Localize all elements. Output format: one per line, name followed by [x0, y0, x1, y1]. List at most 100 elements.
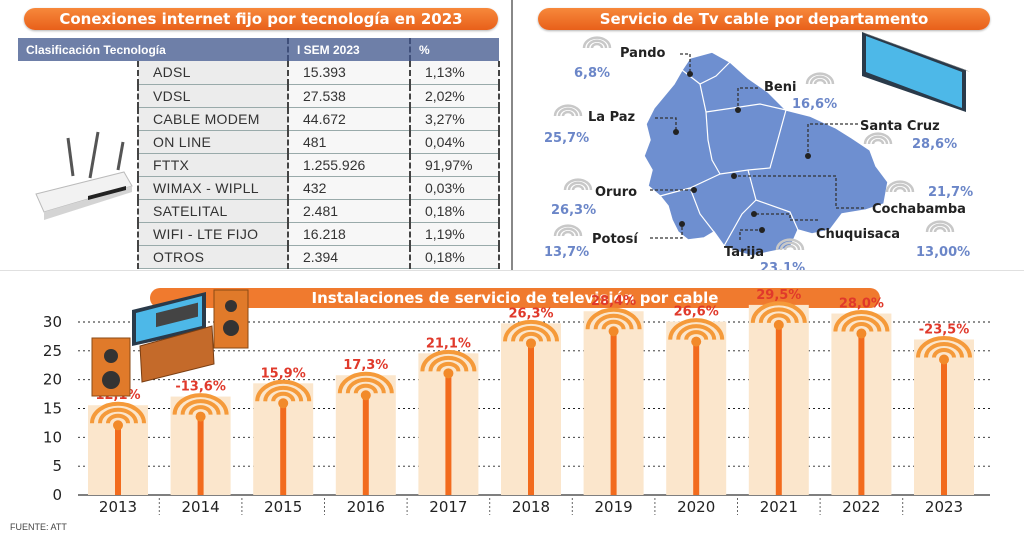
bar — [693, 341, 700, 495]
dept-name-beni: Beni — [764, 80, 796, 95]
wifi-icon — [420, 349, 477, 379]
x-tick-label: 2019 — [595, 498, 633, 516]
tech-name: ON LINE — [137, 130, 288, 154]
y-tick-label: 0 — [52, 486, 62, 504]
bar — [197, 416, 204, 495]
x-tick-label: 2020 — [677, 498, 715, 516]
bar-value-label: 28,0% — [839, 297, 884, 312]
dept-name-chuquisaca: Chuquisaca — [816, 227, 900, 242]
y-tick-label: 5 — [52, 457, 62, 475]
dept-pct-la-paz: 25,7% — [544, 131, 589, 146]
y-tick-label: 15 — [43, 400, 62, 418]
wifi-icon — [916, 335, 972, 365]
bar — [610, 331, 617, 495]
table-row: ADSL 15.393 1,13% — [18, 61, 500, 85]
tech-pct: 1,19% — [409, 222, 500, 246]
dept-name-santa-cruz: Santa Cruz — [860, 119, 940, 134]
table-row: WIMAX - WIPLL 432 0,03% — [18, 176, 500, 200]
wifi-icon — [553, 104, 583, 117]
table-row: OTROS 2.394 0,18% — [18, 245, 500, 269]
x-tick-label: 2021 — [760, 498, 798, 516]
bar — [445, 373, 452, 495]
bar-value-label: 26,3% — [508, 306, 553, 321]
bar-value-label: -23,5% — [919, 322, 970, 337]
dept-pct-oruro: 26,3% — [551, 203, 596, 218]
wifi-icon — [885, 180, 915, 193]
tech-pct: 0,03% — [409, 176, 500, 200]
table-row: WIFI - LTE FIJO 16.218 1,19% — [18, 222, 500, 246]
x-tick-label: 2015 — [264, 498, 302, 516]
tech-name: OTROS — [137, 245, 288, 269]
tech-pct: 3,27% — [409, 107, 500, 131]
tech-name: CABLE MODEM — [137, 107, 288, 131]
section-divider — [511, 0, 513, 270]
router-icon — [35, 131, 133, 220]
tech-name: ADSL — [137, 61, 288, 85]
tech-value: 1.255.926 — [287, 153, 410, 177]
x-tick-label: 2017 — [429, 498, 467, 516]
table-row: VDSL 27.538 2,02% — [18, 84, 500, 108]
chart-title-banner — [150, 288, 880, 308]
technology-table: Clasificación Tecnología I SEM 2023 % AD… — [18, 38, 500, 269]
tech-pct: 91,97% — [409, 153, 500, 177]
bar — [280, 403, 287, 495]
tech-pct: 2,02% — [409, 84, 500, 108]
x-tick-label: 2016 — [347, 498, 385, 516]
dept-pct-beni: 16,6% — [792, 97, 837, 112]
dept-name-tarija: Tarija — [724, 245, 764, 260]
table-row: CABLE MODEM 44.672 3,27% — [18, 107, 500, 131]
dept-name-pando: Pando — [620, 46, 666, 61]
map-title: Servicio de Tv cable por departamento — [538, 8, 990, 30]
wifi-icon — [750, 301, 807, 330]
tech-value: 44.672 — [287, 107, 410, 131]
dept-pct-pando: 6,8% — [574, 66, 610, 81]
wifi-icon — [805, 72, 835, 85]
y-tick-label: 30 — [43, 313, 62, 331]
table-header-row: Clasificación Tecnología I SEM 2023 % — [18, 38, 499, 61]
header-isem: I SEM 2023 — [287, 38, 410, 61]
tech-value: 16.218 — [287, 222, 410, 246]
tech-name: FTTX — [137, 153, 288, 177]
y-tick-label: 25 — [43, 342, 62, 360]
tech-value: 432 — [287, 176, 410, 200]
table-row: FTTX 1.255.926 91,97% — [18, 153, 500, 177]
header-pct: % — [409, 38, 499, 61]
dept-name-oruro: Oruro — [595, 185, 637, 200]
tv-set-icon — [91, 289, 249, 397]
y-tick-label: 20 — [43, 371, 62, 389]
dept-pct-tarija: 23,1% — [760, 261, 805, 270]
tv-icon — [862, 32, 970, 112]
tech-value: 15.393 — [287, 61, 410, 85]
source-footer: FUENTE: ATT — [10, 522, 67, 532]
tech-value: 27.538 — [287, 84, 410, 108]
bar-value-label: 21,1% — [426, 336, 471, 351]
horizontal-divider — [0, 270, 1024, 271]
dept-pct-chuquisaca: 13,00% — [916, 245, 970, 260]
bar-value-label: 17,3% — [343, 358, 388, 373]
bar-value-label: 29,5% — [756, 288, 801, 303]
bar — [528, 343, 534, 495]
table-row: SATELITAL 2.481 0,18% — [18, 199, 500, 223]
bar-value-label: 26,6% — [674, 305, 719, 320]
bar — [115, 425, 121, 495]
wifi-icon — [255, 379, 312, 409]
wifi-icon — [863, 132, 893, 145]
wifi-icon — [553, 224, 583, 237]
wifi-icon — [172, 393, 229, 422]
y-tick-label: 10 — [43, 428, 62, 446]
tech-name: WIFI - LTE FIJO — [137, 222, 288, 246]
x-tick-label: 2013 — [99, 498, 137, 516]
bolivia-map-panel: Pando Beni La Paz Santa Cruz Oruro Cocha… — [544, 32, 973, 270]
dept-pct-cochabamba: 21,7% — [928, 185, 973, 200]
bar — [362, 395, 369, 495]
wifi-icon — [668, 318, 725, 347]
wifi-icon — [833, 310, 890, 339]
tech-value: 481 — [287, 130, 410, 154]
x-tick-label: 2018 — [512, 498, 550, 516]
dept-pct-santa-cruz: 28,6% — [912, 137, 957, 152]
tech-value: 2.481 — [287, 199, 410, 223]
x-tick-label: 2022 — [842, 498, 880, 516]
x-tick-label: 2023 — [925, 498, 963, 516]
dept-name-la-paz: La Paz — [588, 110, 635, 125]
dept-pct-potosi: 13,7% — [544, 245, 589, 260]
